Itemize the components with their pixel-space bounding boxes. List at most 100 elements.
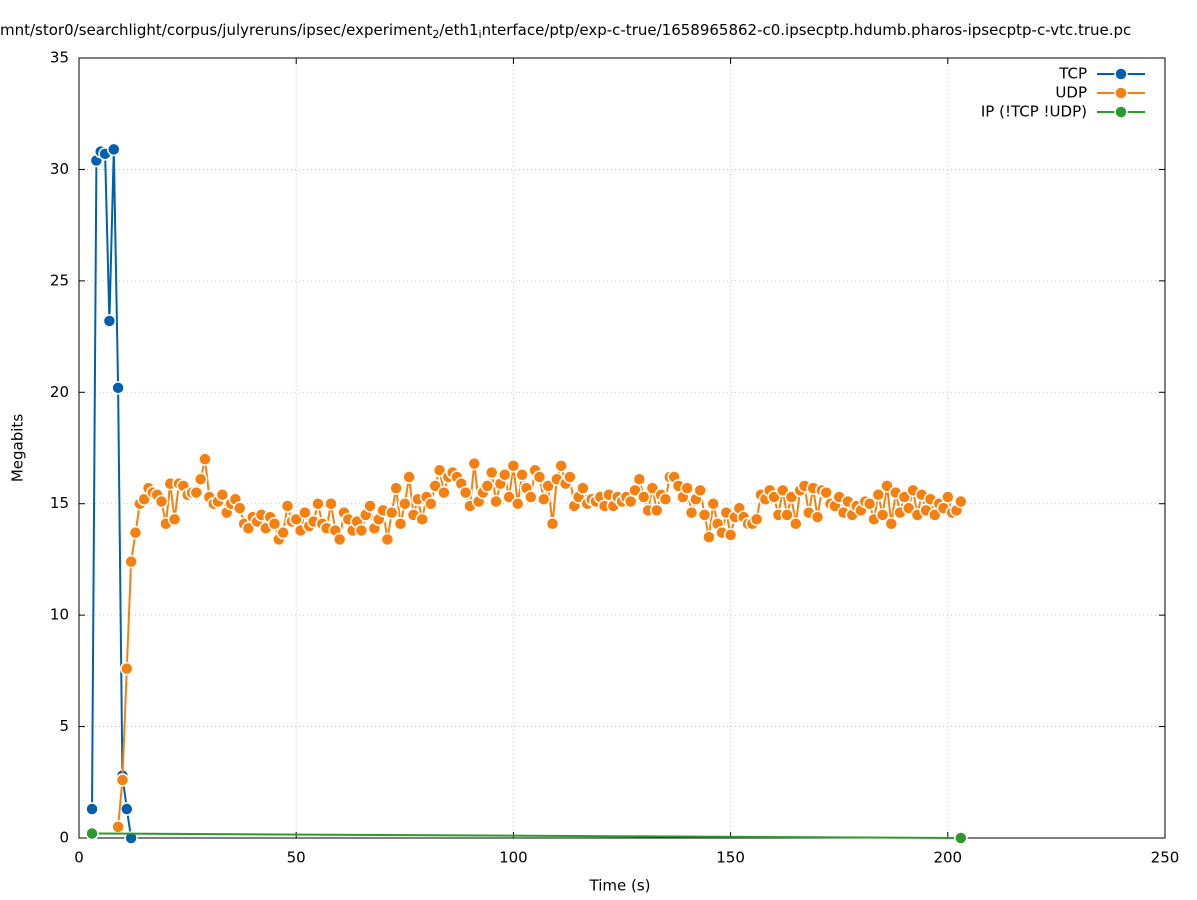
y-tick-label: 30 [50,160,69,178]
data-point [941,490,955,504]
data-point [267,517,282,531]
data-point [128,525,143,540]
y-tick-label: 25 [50,271,69,289]
data-point [389,481,403,495]
legend-label: TCP [1058,65,1087,83]
x-tick-label: 0 [74,849,84,867]
data-point [124,554,138,569]
data-point [502,490,516,504]
data-point [276,525,290,540]
data-point [198,452,212,466]
data-point [623,494,638,509]
data-point [789,517,803,531]
data-point [415,512,429,527]
data-point [85,826,99,841]
data-point [506,459,521,473]
data-point [537,492,551,507]
data-point [697,508,712,522]
data-point [111,820,125,834]
data-point [684,505,699,520]
title-part: /eth1 [439,21,478,39]
data-point [819,485,833,500]
data-point [723,528,738,542]
data-point [702,530,716,544]
data-point [862,496,877,511]
title-part: mnt/stor0/searchlight/corpus/julyreruns/… [0,21,432,39]
data-point [398,496,412,511]
data-point [767,490,781,504]
data-point [545,517,560,531]
data-point [189,485,204,500]
data-point [120,661,134,676]
legend-marker [1114,105,1128,119]
x-tick-label: 200 [933,849,962,867]
data-point [524,490,538,504]
x-tick-label: 250 [1151,849,1180,867]
data-point [154,494,169,509]
data-point [680,481,694,495]
data-point [871,488,886,502]
data-point [380,532,395,547]
data-point [102,314,117,328]
data-point [784,490,799,504]
x-tick-label: 150 [716,849,745,867]
data-point [515,467,529,482]
data-point [311,496,325,511]
data-point [480,479,495,493]
data-point [645,481,660,495]
data-point [875,508,890,522]
data-point [167,512,182,527]
data-point [332,532,347,547]
y-tick-label: 5 [59,717,69,735]
data-point [298,505,312,520]
plot-frame [78,57,1166,839]
data-point [111,381,125,395]
data-point [775,483,790,498]
data-point [954,831,968,845]
data-point [576,481,590,495]
y-axis-label: Megabits [9,414,27,482]
data-point [393,517,408,531]
legend-marker [1114,86,1128,100]
data-point [424,496,438,511]
data-point [280,499,295,513]
x-tick-label: 50 [287,849,306,867]
legend-label: IP (!TCP !UDP) [981,103,1087,121]
data-point [749,512,764,527]
legend-marker [1114,67,1128,81]
y-tick-label: 20 [50,383,69,401]
data-point [554,459,568,473]
data-point [215,488,230,502]
data-point [780,508,794,522]
data-point [510,496,525,511]
legend-label: UDP [1055,84,1087,102]
data-point [632,472,647,486]
data-point [658,492,673,507]
x-tick-label: 100 [499,849,528,867]
data-point [193,472,208,486]
data-point [484,465,499,480]
title-part: nterface/ptp/exp-c-true/1658965862-c0.ip… [482,21,1132,39]
data-point [232,501,247,515]
data-point [880,479,894,493]
y-tick-label: 10 [50,606,69,624]
data-point [437,485,451,500]
data-point [810,510,825,524]
data-point [497,467,512,482]
data-point [432,463,447,478]
data-point [636,490,651,504]
data-point [884,517,899,531]
y-tick-label: 15 [50,494,69,512]
data-point [107,142,121,157]
title-subscript: 2 [432,28,439,41]
data-point [954,494,968,509]
data-point [467,456,482,471]
data-point [458,485,473,500]
data-point [563,470,577,484]
chart-title: mnt/stor0/searchlight/corpus/julyreruns/… [0,21,1131,42]
title-subscript: i [479,28,482,41]
series-line [91,832,961,839]
data-point [706,496,720,511]
